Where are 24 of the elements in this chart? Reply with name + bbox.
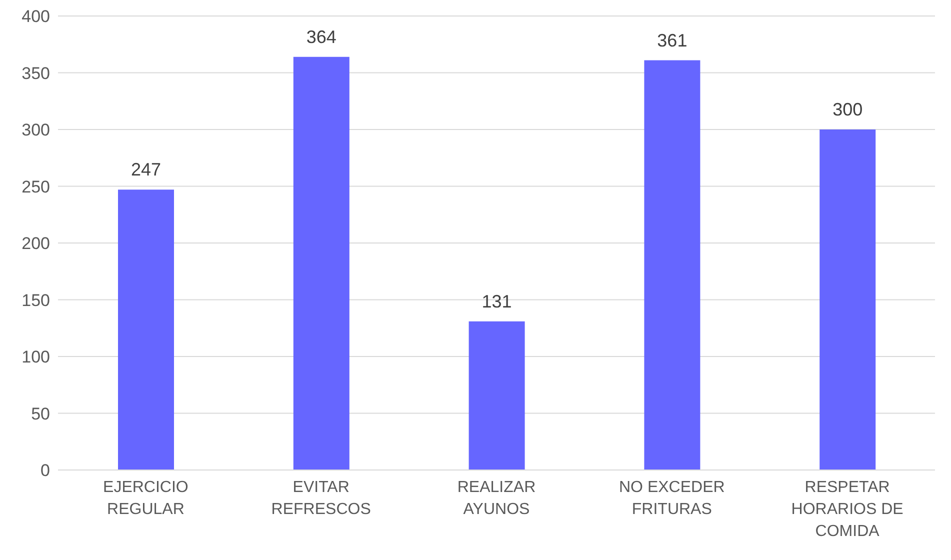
x-tick-label: EVITAR REFRESCOS — [271, 479, 371, 518]
y-tick-label: 100 — [22, 348, 50, 367]
data-label: 300 — [832, 100, 863, 120]
data-label: 247 — [130, 160, 162, 180]
data-label: 131 — [482, 291, 512, 312]
bar — [118, 190, 174, 470]
y-tick-label: 250 — [22, 177, 50, 196]
data-label: 361 — [657, 30, 688, 50]
y-tick-label: 400 — [22, 7, 50, 26]
bar — [820, 130, 876, 470]
y-tick-label: 50 — [31, 404, 50, 424]
y-tick-label: 350 — [22, 64, 50, 83]
data-label: 364 — [306, 26, 336, 47]
y-tick-label: 0 — [40, 461, 50, 480]
x-tick-label: EJERCICIO REGULAR — [103, 479, 188, 518]
y-tick-label: 200 — [22, 234, 50, 254]
y-tick-label: 150 — [22, 290, 50, 310]
bar — [468, 321, 525, 470]
bar — [293, 56, 350, 470]
x-tick-label: RESPETAR HORARIOS DE COMIDA — [791, 479, 904, 540]
y-tick-label: 300 — [22, 120, 50, 140]
x-tick-label: NO EXCEDER FRITURAS — [619, 479, 725, 518]
x-tick-label: REALIZAR AYUNOS — [457, 479, 536, 518]
bar — [644, 60, 700, 470]
